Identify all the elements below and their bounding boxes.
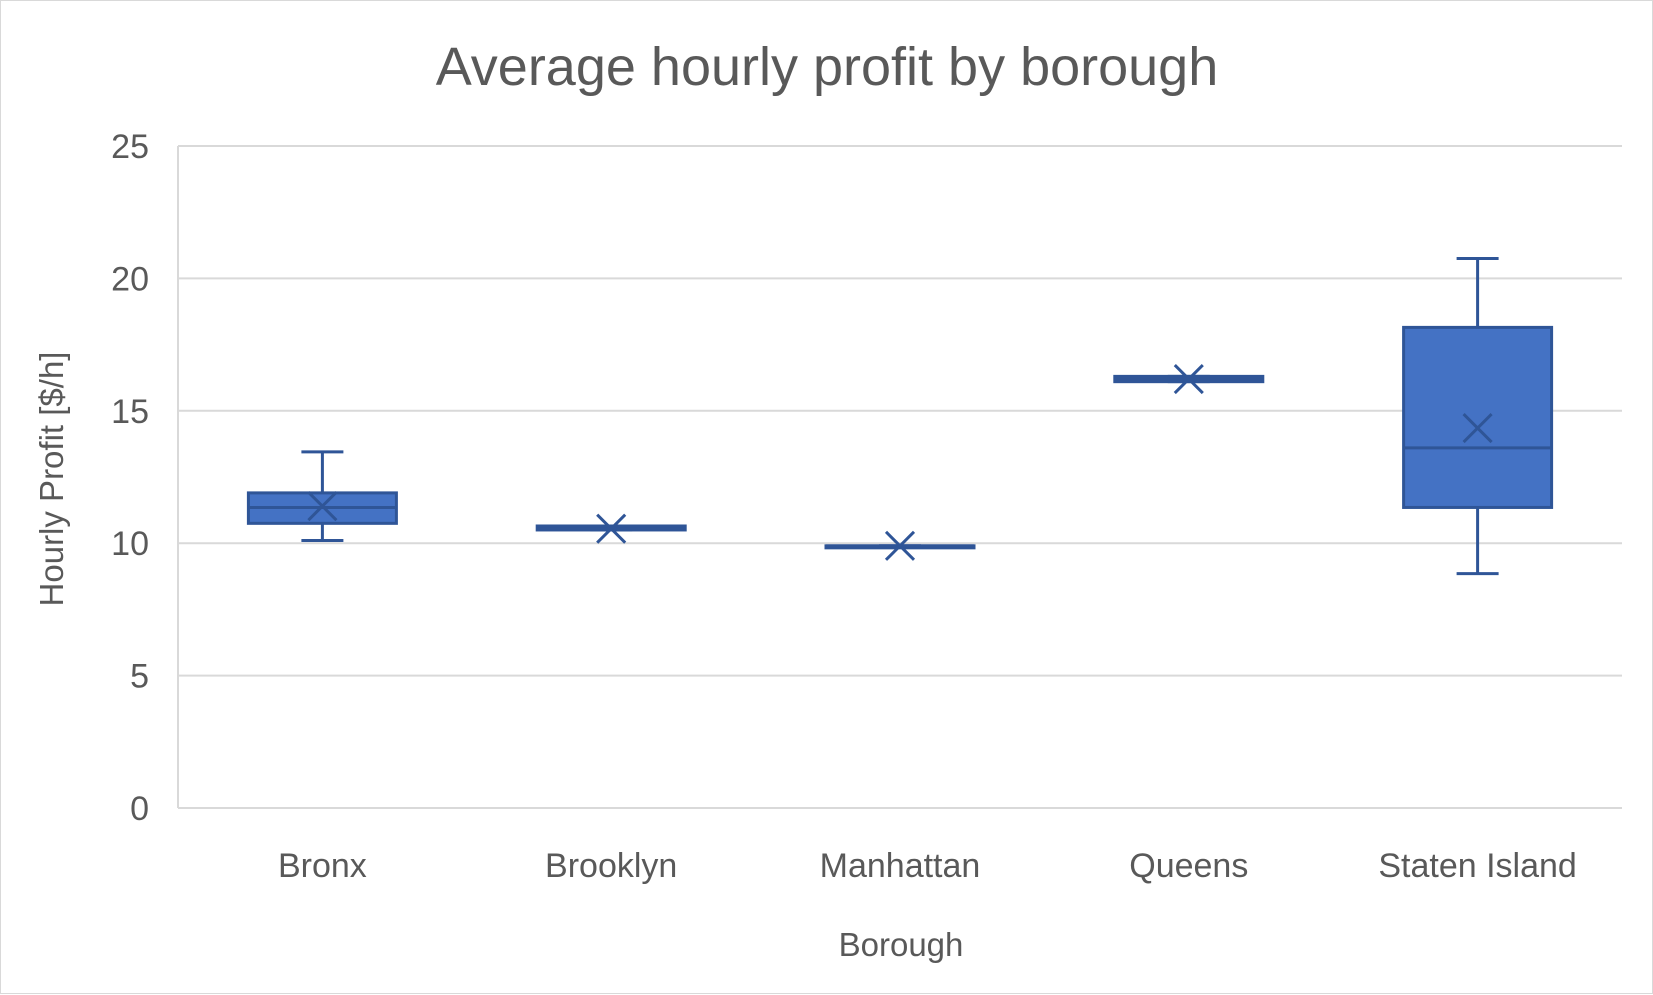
y-tick-label: 0 [130, 790, 149, 828]
y-tick-label: 5 [130, 658, 149, 696]
y-axis-title: Hourly Profit [$/h] [33, 352, 70, 607]
mean-marker [307, 491, 338, 522]
box-queens [1113, 363, 1265, 395]
x-tick-labels: Bronx Brooklyn Manhattan Queens Staten Islan… [278, 847, 1577, 885]
x-tick-label: Staten Island [1378, 847, 1576, 885]
x-tick-label: Manhattan [820, 847, 981, 885]
gridlines [177, 145, 1622, 809]
y-tick-label: 20 [111, 260, 149, 298]
x-tick-label: Bronx [278, 847, 367, 885]
y-tick-label: 10 [111, 525, 149, 563]
mean-marker [1462, 412, 1493, 444]
chart-title: Average hourly profit by borough [436, 37, 1219, 97]
mean-marker [596, 513, 627, 544]
y-tick-labels: 0 5 10 15 20 25 [111, 128, 149, 828]
box-staten-island [1402, 257, 1554, 576]
iqr-box [1402, 325, 1554, 509]
mean-marker [1173, 363, 1204, 395]
boxes [246, 257, 1554, 576]
x-tick-label: Brooklyn [545, 847, 677, 885]
box-manhattan [824, 530, 976, 561]
y-tick-label: 25 [111, 128, 149, 166]
x-axis-title: Borough [839, 926, 964, 963]
box-bronx [246, 450, 398, 543]
mean-marker [884, 530, 916, 561]
box-brooklyn [535, 513, 687, 544]
y-tick-label: 15 [111, 393, 149, 431]
x-tick-label: Queens [1129, 847, 1248, 885]
